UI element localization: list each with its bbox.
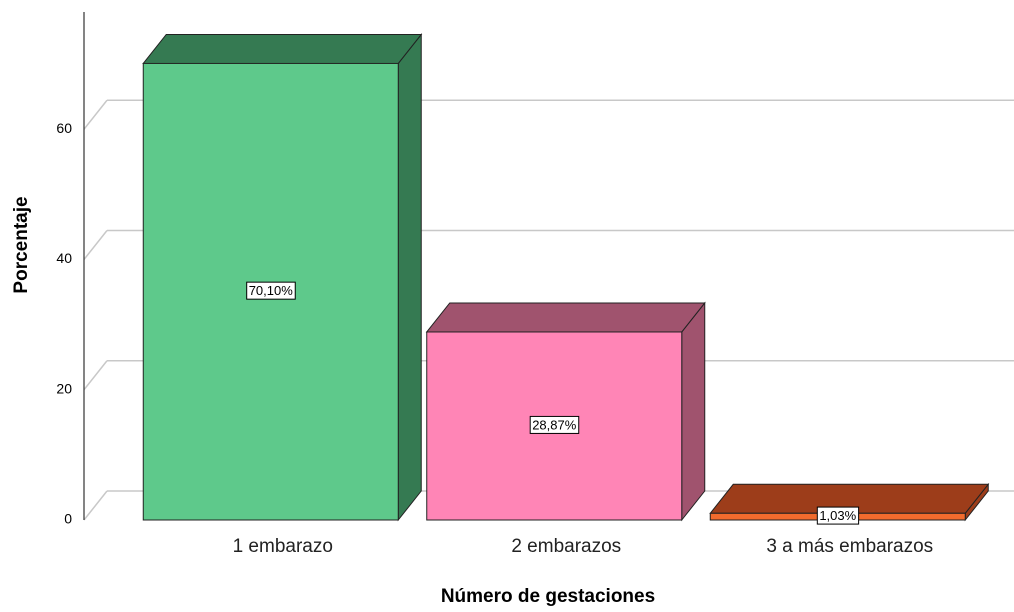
y-tick-label: 20 <box>56 380 72 396</box>
bar-side <box>397 33 422 522</box>
grid-line-depth <box>83 230 108 260</box>
y-tick-label: 60 <box>56 120 72 136</box>
x-tick-label: 3 a más embarazos <box>766 536 933 557</box>
value-label-box <box>529 415 580 434</box>
y-tick-label: 0 <box>64 511 72 527</box>
grid-line-depth <box>83 490 108 521</box>
value-label: 1,03% <box>819 508 856 523</box>
y-axis-title: Porcentaje <box>11 196 32 293</box>
grid-line-depth <box>83 99 108 130</box>
x-tick-label: 1 embarazo <box>233 536 333 557</box>
bar-top <box>425 302 706 333</box>
grid-line-depth <box>83 360 108 391</box>
bar-side <box>681 301 706 522</box>
bar-top <box>142 33 423 64</box>
y-tick-label: 40 <box>56 250 72 266</box>
x-tick-label: 2 embarazos <box>511 536 621 557</box>
value-label: 70,10% <box>249 283 294 298</box>
value-label: 28,87% <box>532 417 577 432</box>
x-axis-title: Número de gestaciones <box>441 586 655 607</box>
value-label-box <box>246 281 296 300</box>
value-label-box <box>816 506 860 525</box>
